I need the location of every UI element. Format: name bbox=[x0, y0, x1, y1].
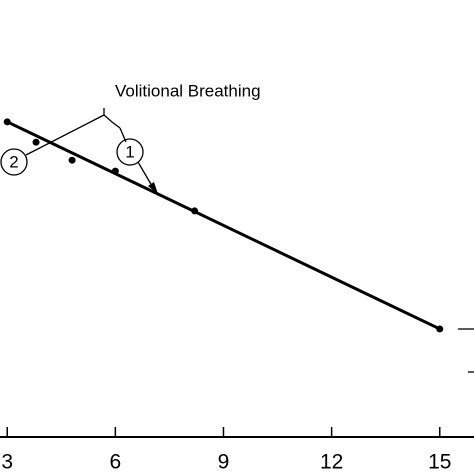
marker-label: 1 bbox=[125, 142, 134, 161]
point bbox=[3, 118, 11, 126]
x-tick-label: 15 bbox=[428, 451, 451, 474]
point bbox=[32, 138, 40, 146]
point bbox=[68, 156, 76, 164]
point bbox=[436, 325, 444, 333]
x-tick-label: 12 bbox=[320, 451, 343, 474]
marker-label: 2 bbox=[9, 152, 18, 171]
annotation: Volitional Breathing bbox=[115, 81, 261, 100]
annotation-lines bbox=[0, 108, 474, 373]
x-tick-label: 3 bbox=[1, 451, 13, 474]
fit-line bbox=[6, 120, 441, 331]
arrow-head bbox=[148, 182, 158, 194]
point bbox=[111, 167, 119, 175]
point bbox=[191, 207, 199, 215]
x-tick-label: 6 bbox=[110, 451, 122, 474]
x-tick-label: 9 bbox=[218, 451, 230, 474]
